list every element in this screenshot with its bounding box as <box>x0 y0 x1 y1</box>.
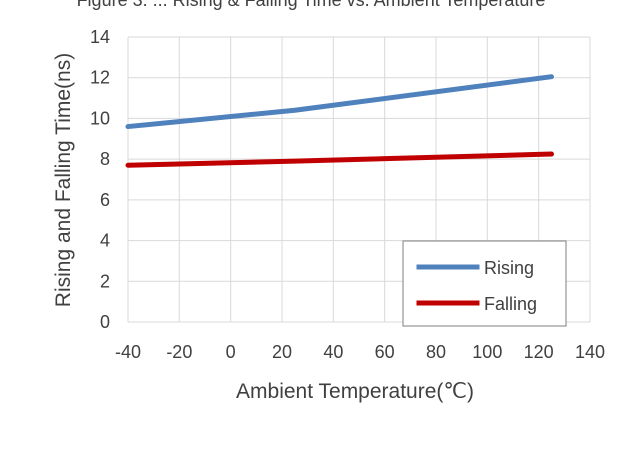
x-axis-title: Ambient Temperature(℃) <box>236 380 474 403</box>
series-lines <box>125 74 554 168</box>
x-tick-labels: -40 -20 0 20 40 60 80 100 120 140 <box>115 342 605 362</box>
y-tick-label: 10 <box>90 108 110 128</box>
y-tick-label: 6 <box>100 190 110 210</box>
figure-caption: Figure 3. ... Rising & Falling Time vs. … <box>77 0 546 10</box>
x-tick-label: 20 <box>272 342 292 362</box>
x-tick-label: 40 <box>323 342 343 362</box>
y-tick-label: 4 <box>100 231 110 251</box>
x-tick-label: 60 <box>375 342 395 362</box>
y-tick-label: 0 <box>100 312 110 332</box>
x-tick-label: 100 <box>472 342 502 362</box>
x-tick-label: 80 <box>426 342 446 362</box>
series-line-falling <box>125 151 554 168</box>
x-tick-label: 120 <box>524 342 554 362</box>
x-tick-label: 140 <box>575 342 605 362</box>
y-axis-title: Rising and Falling Time(ns) <box>52 53 75 307</box>
y-tick-labels: 0 2 4 6 8 10 12 14 <box>90 27 110 332</box>
legend-label-falling: Falling <box>484 294 537 314</box>
x-tick-label: 0 <box>226 342 236 362</box>
series-line-rising <box>125 74 554 130</box>
legend: Rising Falling <box>402 240 567 327</box>
y-tick-label: 2 <box>100 271 110 291</box>
legend-label-rising: Rising <box>484 258 534 278</box>
x-tick-label: -40 <box>115 342 141 362</box>
y-tick-label: 8 <box>100 149 110 169</box>
y-tick-label: 12 <box>90 68 110 88</box>
legend-box <box>402 240 567 327</box>
y-tick-label: 14 <box>90 27 110 47</box>
x-tick-label: -20 <box>166 342 192 362</box>
